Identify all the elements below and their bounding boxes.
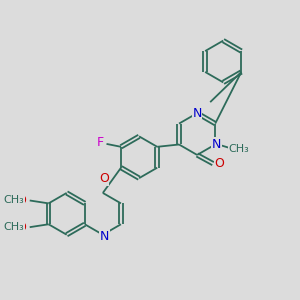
- Text: CH₃: CH₃: [3, 196, 24, 206]
- Text: N: N: [192, 107, 202, 120]
- Text: CH₃: CH₃: [228, 144, 249, 154]
- Text: F: F: [97, 136, 104, 149]
- Text: N: N: [212, 138, 221, 151]
- Text: O: O: [16, 194, 26, 207]
- Text: N: N: [100, 230, 109, 243]
- Text: O: O: [16, 221, 26, 234]
- Text: O: O: [214, 157, 224, 170]
- Text: O: O: [99, 172, 109, 185]
- Text: CH₃: CH₃: [3, 222, 24, 232]
